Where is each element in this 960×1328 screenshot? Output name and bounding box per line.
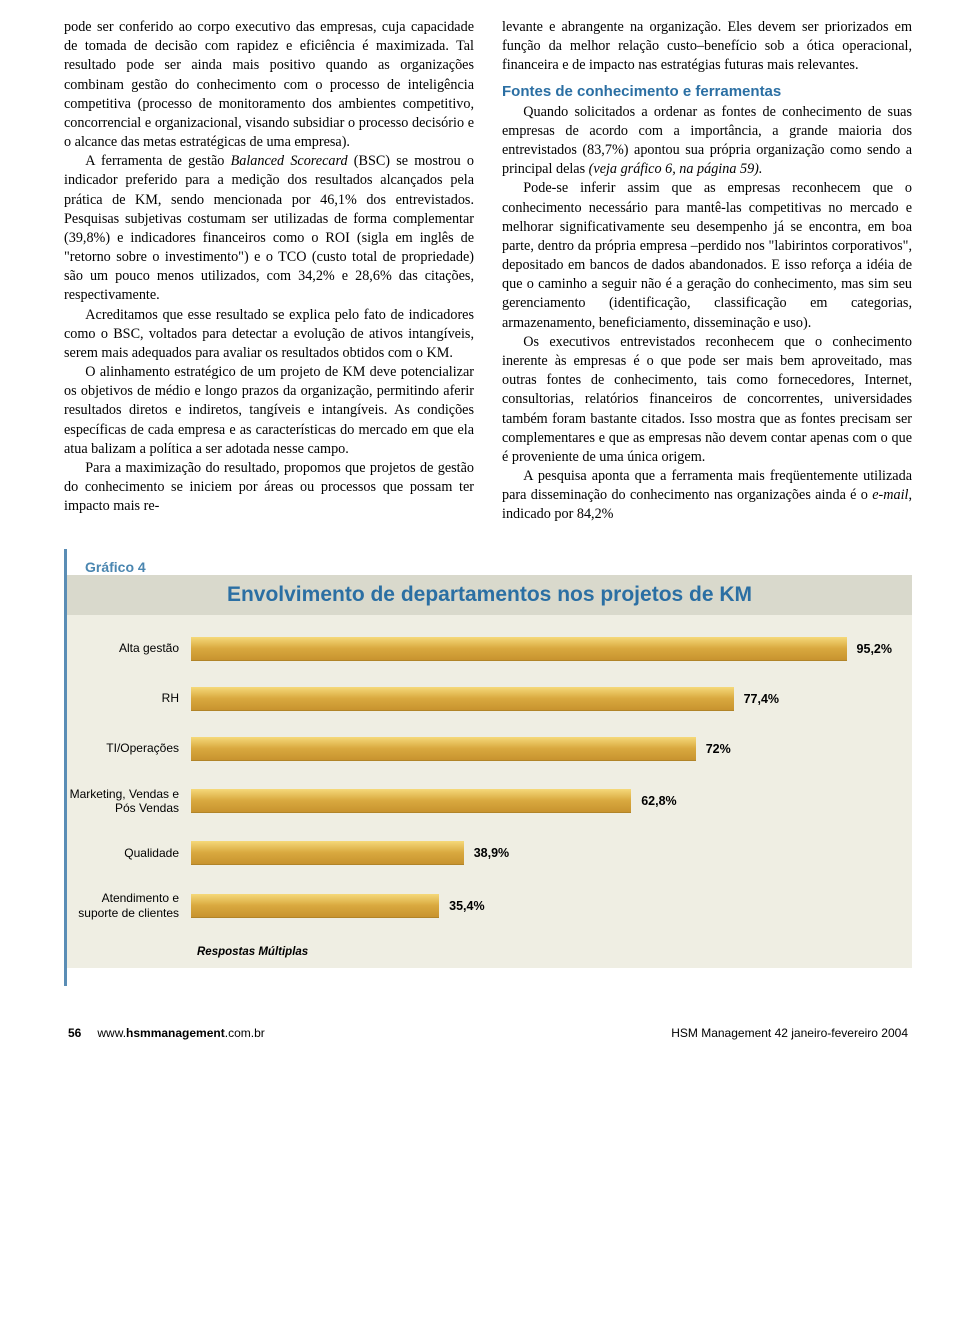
italic-term: e-mail: [872, 487, 908, 503]
bar-track: 77,4%: [191, 687, 892, 711]
right-column: levante e abrangente na organização. Ele…: [502, 18, 912, 525]
bar-value-label: 35,4%: [449, 899, 484, 913]
text-run: A ferramenta de gestão: [85, 153, 230, 169]
paragraph: Acreditamos que esse resultado se explic…: [64, 306, 474, 364]
paragraph: A ferramenta de gestão Balanced Scorecar…: [64, 152, 474, 305]
chart-body: Alta gestão 95,2% RH 77,4% TI/Operações 72% Ma…: [67, 615, 912, 969]
chart-container: Gráfico 4 Envolvimento de departamentos …: [64, 549, 912, 987]
bar: [191, 789, 631, 813]
bar-track: 35,4%: [191, 894, 892, 918]
bar-value-label: 38,9%: [474, 846, 509, 860]
paragraph: O alinhamento estratégico de um projeto …: [64, 363, 474, 459]
page-number: 56: [68, 1026, 81, 1040]
text-run: (BSC) se mostrou o indicador preferido p…: [64, 153, 474, 303]
chart-note: Respostas Múltiplas: [67, 946, 892, 958]
paragraph: pode ser conferido ao corpo executivo da…: [64, 18, 474, 152]
bar-row: Qualidade 38,9%: [67, 841, 892, 865]
bar: [191, 737, 696, 761]
bar-category-label: Atendimento e suporte de clientes: [67, 891, 191, 920]
bar-row: TI/Operações 72%: [67, 737, 892, 761]
bar-category-label: Qualidade: [67, 846, 191, 860]
bar: [191, 894, 439, 918]
italic-term: Balanced Scorecard: [231, 153, 348, 169]
bar-category-label: Marketing, Vendas e Pós Vendas: [67, 787, 191, 816]
url-suffix: .com.br: [225, 1026, 265, 1040]
text-columns: pode ser conferido ao corpo executivo da…: [64, 18, 912, 525]
italic-reference: (veja gráfico 6, na página 59).: [589, 161, 763, 177]
bar-value-label: 72%: [706, 742, 731, 756]
paragraph: levante e abrangente na organização. Ele…: [502, 18, 912, 76]
paragraph: Para a maximização do resultado, propomo…: [64, 459, 474, 517]
section-heading: Fontes de conhecimento e ferramentas: [502, 82, 912, 102]
bar-category-label: TI/Operações: [67, 741, 191, 755]
bar-track: 62,8%: [191, 789, 892, 813]
url-bold: hsmmanagement: [126, 1026, 225, 1040]
chart-title-band: Envolvimento de departamentos nos projet…: [67, 575, 912, 615]
bar: [191, 841, 464, 865]
footer-right: HSM Management 42 janeiro-fevereiro 2004: [671, 1026, 908, 1040]
paragraph: Os executivos entrevistados reconhecem q…: [502, 333, 912, 467]
bar-row: RH 77,4%: [67, 687, 892, 711]
bar-row: Alta gestão 95,2%: [67, 637, 892, 661]
footer-left: 56 www.hsmmanagement.com.br: [68, 1026, 265, 1040]
bar-row: Marketing, Vendas e Pós Vendas 62,8%: [67, 787, 892, 816]
page-footer: 56 www.hsmmanagement.com.br HSM Manageme…: [64, 1026, 912, 1040]
footer-url: www.hsmmanagement.com.br: [97, 1026, 264, 1040]
left-column: pode ser conferido ao corpo executivo da…: [64, 18, 474, 525]
chart-title: Envolvimento de departamentos nos projet…: [227, 583, 752, 606]
bar-row: Atendimento e suporte de clientes 35,4%: [67, 891, 892, 920]
bar: [191, 637, 847, 661]
bar-value-label: 95,2%: [857, 642, 892, 656]
bar-category-label: RH: [67, 691, 191, 705]
bar-track: 38,9%: [191, 841, 892, 865]
bar-value-label: 62,8%: [641, 794, 676, 808]
paragraph: Pode-se inferir assim que as empresas re…: [502, 179, 912, 332]
bar-value-label: 77,4%: [744, 692, 779, 706]
text-run: A pesquisa aponta que a ferramenta mais …: [502, 468, 912, 503]
paragraph: Quando solicitados a ordenar as fontes d…: [502, 103, 912, 180]
bar: [191, 687, 734, 711]
url-prefix: www.: [97, 1026, 126, 1040]
chart-number-label: Gráfico 4: [67, 559, 912, 575]
paragraph: A pesquisa aponta que a ferramenta mais …: [502, 467, 912, 525]
bar-track: 95,2%: [191, 637, 892, 661]
bar-track: 72%: [191, 737, 892, 761]
bar-category-label: Alta gestão: [67, 641, 191, 655]
